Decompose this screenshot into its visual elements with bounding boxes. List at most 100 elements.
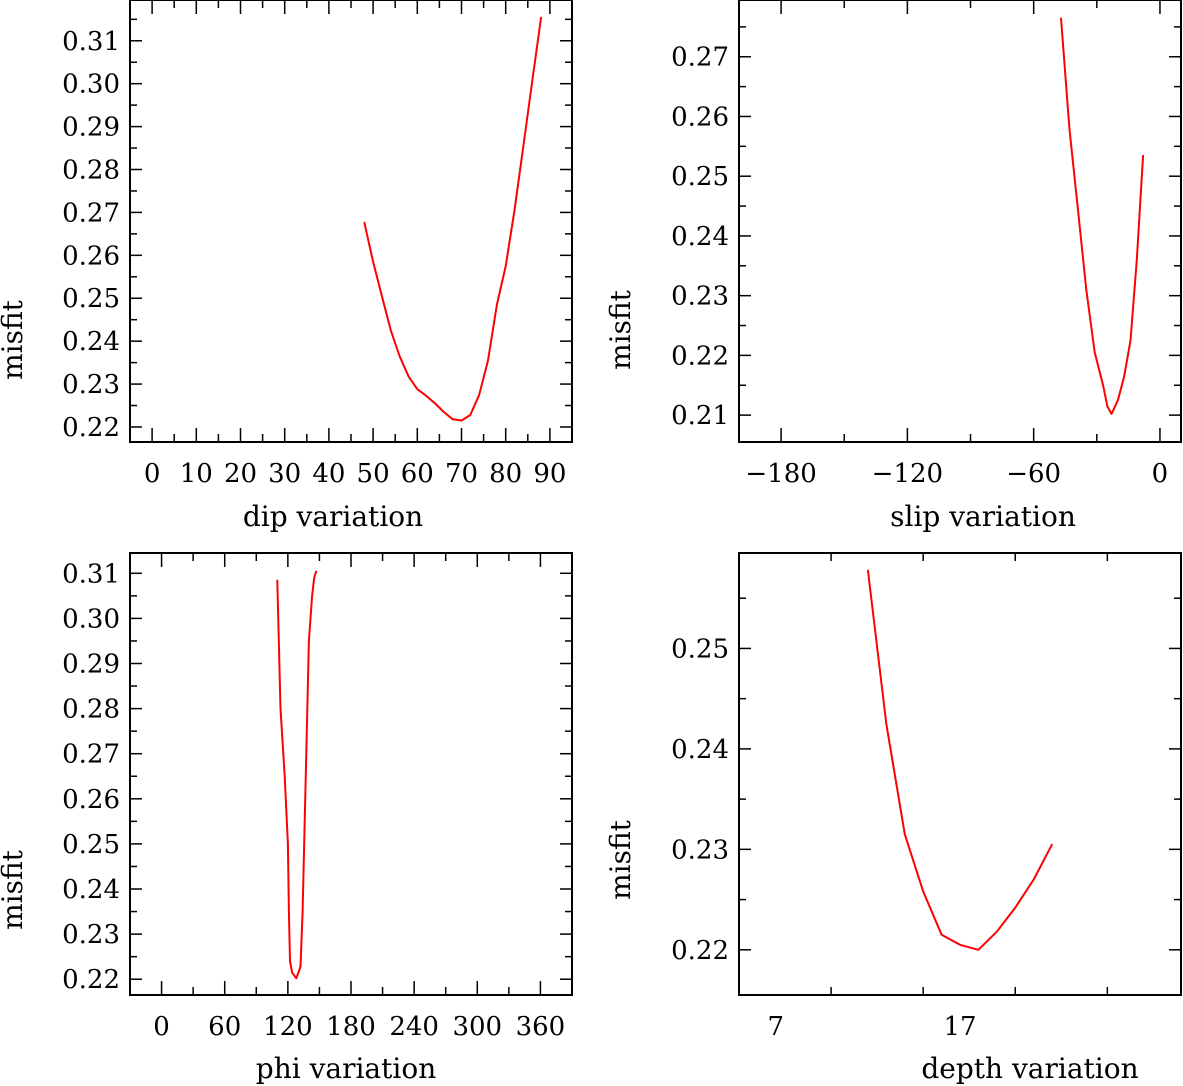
data-point xyxy=(513,209,516,211)
y-tick-label: 0.27 xyxy=(62,740,120,770)
data-point xyxy=(1060,17,1062,19)
data-point xyxy=(904,833,906,835)
data-point xyxy=(460,419,463,422)
data-point xyxy=(279,708,282,710)
x-tick-label: 240 xyxy=(389,1012,439,1042)
data-point xyxy=(399,355,401,357)
data-point xyxy=(407,375,410,377)
data-point xyxy=(959,944,961,946)
data-point xyxy=(1094,351,1096,354)
y-tick-label: 0.24 xyxy=(62,875,120,905)
x-axis-label: depth variation xyxy=(921,1052,1138,1085)
y-tick-label: 0.30 xyxy=(62,604,120,634)
data-point xyxy=(505,265,507,267)
data-point xyxy=(381,295,383,297)
x-tick-label: 20 xyxy=(224,459,257,489)
x-tick-label: 17 xyxy=(943,1012,976,1042)
data-point xyxy=(1014,907,1016,909)
data-point xyxy=(416,388,418,390)
data-point xyxy=(288,910,290,913)
y-tick-label: 0.23 xyxy=(671,835,729,865)
y-tick-label: 0.25 xyxy=(62,284,120,314)
x-tick-label: 0 xyxy=(144,459,161,489)
x-tick-label: 7 xyxy=(768,1012,785,1042)
x-axis-label: phi variation xyxy=(256,1052,436,1085)
x-axis-label: slip variation xyxy=(890,500,1076,533)
x-tick-label: 180 xyxy=(326,1012,376,1042)
y-tick-label: 0.24 xyxy=(671,735,729,765)
data-point xyxy=(308,640,310,642)
data-point xyxy=(299,965,302,968)
x-tick-label: 0 xyxy=(153,1012,170,1042)
y-axis-label: misfit xyxy=(0,849,29,930)
data-point xyxy=(291,971,293,974)
data-point xyxy=(1033,878,1035,881)
data-point xyxy=(295,977,297,979)
y-tick-label: 0.25 xyxy=(671,162,729,192)
x-tick-label: 120 xyxy=(263,1012,313,1042)
data-point xyxy=(1051,843,1053,845)
x-tick-label: 0 xyxy=(1152,459,1169,489)
y-tick-label: 0.30 xyxy=(62,70,120,100)
x-tick-label: 360 xyxy=(516,1012,566,1042)
y-tick-label: 0.24 xyxy=(671,222,729,252)
data-point xyxy=(1106,405,1108,407)
data-point xyxy=(372,261,374,263)
data-point xyxy=(287,843,289,845)
data-point xyxy=(531,80,533,83)
phi-variation-panel: 0 60 120 180 240 300 360 0.22 0.23 0.24 0.25 0.26 0.… xyxy=(0,552,573,1085)
data-point xyxy=(390,329,392,332)
y-tick-label: 0.23 xyxy=(62,370,120,400)
y-tick-label: 0.22 xyxy=(62,413,120,443)
y-tick-label: 0.28 xyxy=(62,156,120,186)
data-point xyxy=(1077,208,1079,210)
data-point xyxy=(443,411,445,413)
data-point xyxy=(977,949,980,951)
plot-frame xyxy=(129,552,573,996)
x-axis-label: dip variation xyxy=(243,500,423,533)
misfit-curve xyxy=(1060,17,1145,415)
data-point xyxy=(522,145,524,147)
data-point xyxy=(478,394,480,396)
x-tick-label: 30 xyxy=(268,459,301,489)
misfit-curve xyxy=(363,17,543,422)
data-point xyxy=(289,960,291,962)
data-point xyxy=(304,820,306,822)
y-tick-label: 0.31 xyxy=(62,27,120,57)
misfit-curve xyxy=(276,570,318,980)
data-point xyxy=(452,418,454,420)
y-tick-label: 0.26 xyxy=(62,785,120,815)
y-tick-label: 0.26 xyxy=(62,241,120,271)
x-tick-label: 90 xyxy=(533,459,566,489)
dip-variation-panel: 0 10 20 30 40 50 60 70 80 90 0.22 0.23 0.24 0.25 0.26 0… xyxy=(0,0,573,533)
data-point xyxy=(1110,413,1113,415)
data-point xyxy=(284,775,286,777)
x-tick-label: −60 xyxy=(1006,459,1061,489)
y-tick-label: 0.25 xyxy=(62,830,120,860)
x-tick-label: 70 xyxy=(445,459,478,489)
data-point xyxy=(996,931,998,933)
y-tick-label: 0.23 xyxy=(671,282,729,312)
slip-variation-panel: −180 −120 −60 0 0.21 0.22 0.23 0.24 0.25 0.26 0.27… xyxy=(604,0,1182,533)
y-tick-label: 0.22 xyxy=(671,341,729,371)
y-axis-label: misfit xyxy=(604,819,637,900)
data-point xyxy=(276,579,278,581)
x-tick-label: 10 xyxy=(180,459,213,489)
data-point xyxy=(487,359,489,362)
y-tick-label: 0.24 xyxy=(62,327,120,357)
x-tick-label: 60 xyxy=(208,1012,241,1042)
data-point xyxy=(311,595,313,597)
data-point xyxy=(306,730,308,732)
data-point xyxy=(922,890,924,893)
x-tick-label: −180 xyxy=(745,459,816,489)
x-tick-label: 80 xyxy=(489,459,522,489)
data-point xyxy=(940,934,943,936)
y-tick-label: 0.22 xyxy=(671,936,729,966)
data-point xyxy=(313,577,315,579)
data-point xyxy=(425,395,427,397)
data-point xyxy=(1068,127,1071,130)
x-tick-label: 300 xyxy=(452,1012,502,1042)
data-point xyxy=(1136,259,1138,261)
misfit-curve xyxy=(866,569,1053,951)
